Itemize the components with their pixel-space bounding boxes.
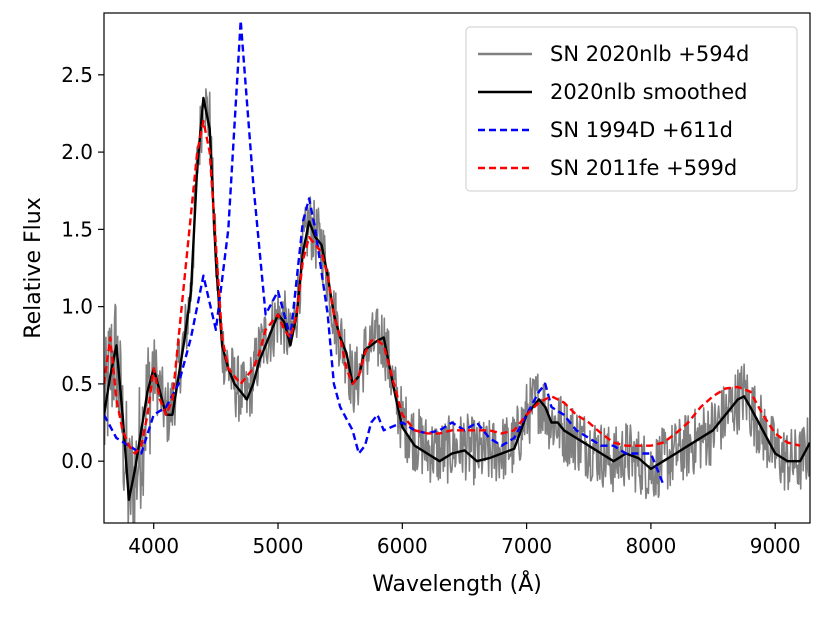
legend-box: [465, 26, 798, 192]
legend-label-sn2011fe: SN 2011fe +599d: [550, 156, 737, 180]
x-axis-label: Wavelength (Å): [372, 570, 542, 597]
legend: SN 2020nlb +594d 2020nlb smoothed SN 199…: [465, 26, 798, 192]
x-tick-label: 4000: [128, 534, 179, 558]
y-tick-label: 1.5: [61, 217, 93, 241]
series-sn2011fe: [104, 120, 801, 455]
series-layer: [104, 19, 810, 523]
plot-frame: [103, 12, 811, 524]
x-tick-label: 5000: [253, 534, 304, 558]
y-tick-label: 0.0: [61, 449, 93, 473]
y-tick-label: 1.0: [61, 295, 93, 319]
x-tick-label: 6000: [377, 534, 428, 558]
y-tick-label: 2.0: [61, 140, 93, 164]
legend-label-sn2020nlb: SN 2020nlb +594d: [550, 42, 749, 66]
series-sn1994d: [104, 19, 665, 485]
y-tick-label: 2.5: [61, 63, 93, 87]
x-tick-label: 7000: [501, 534, 552, 558]
x-tick-label: 8000: [625, 534, 676, 558]
y-tick-label: 0.5: [61, 372, 93, 396]
series-2020nlb-smoothed: [104, 96, 810, 501]
legend-label-sn1994d: SN 1994D +611d: [550, 118, 733, 142]
tick-layer: 4000 5000 6000 7000 8000 9000 0.0 0.5 1.0 1.5 2.0 2…: [61, 63, 800, 558]
y-axis-label: Relative Flux: [21, 197, 46, 338]
legend-label-smoothed: 2020nlb smoothed: [550, 80, 747, 104]
x-tick-label: 9000: [750, 534, 801, 558]
